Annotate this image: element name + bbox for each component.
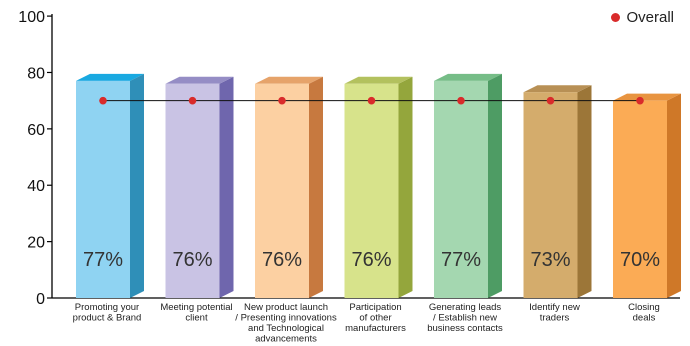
bar-group: 76% [344, 76, 413, 298]
bar-group: 77% [434, 73, 502, 298]
category-label: Participation of other manufacturers [345, 302, 406, 334]
bar [523, 92, 578, 298]
bar [76, 80, 130, 298]
bar-value-label: 76% [262, 249, 302, 271]
bar-top [613, 93, 681, 101]
axes: 0 20 40 60 80 100 [18, 9, 680, 308]
overall-point [546, 96, 555, 105]
bar [613, 100, 667, 299]
overall-point [99, 96, 107, 105]
bar-top [255, 76, 323, 84]
overall-point [367, 96, 376, 105]
bar-top [165, 76, 234, 84]
y-tick-label: 60 [27, 122, 45, 139]
bar-group: 76% [255, 76, 323, 298]
bar-side [398, 76, 413, 298]
category-label: Generating leads / Establish new business … [427, 302, 503, 334]
bar [255, 83, 309, 298]
category-label: Closing deals [628, 302, 660, 324]
bar-value-label: 77% [441, 249, 481, 271]
bar-value-label: 76% [351, 249, 391, 271]
y-tick-label: 0 [36, 291, 45, 308]
legend: Overall [611, 9, 674, 26]
bar-top [523, 85, 592, 93]
bar [165, 83, 220, 298]
bar-side [667, 93, 681, 299]
bar-value-label: 76% [172, 249, 212, 271]
bar-group: 77% [76, 73, 144, 298]
bar-value-label: 73% [530, 249, 570, 271]
y-tick-label: 40 [27, 178, 45, 195]
overall-point [636, 96, 644, 105]
bar-side [488, 73, 502, 298]
bar-top [434, 73, 502, 81]
y-tick-label: 100 [18, 9, 45, 26]
category-label: New product launch / Presenting innovatio… [235, 302, 337, 345]
bars: 77% 76% 76% 76% 77% 73% 70% [76, 73, 681, 299]
bar-top [344, 76, 413, 84]
overall-series [99, 96, 644, 105]
bar-side [219, 76, 234, 298]
overall-point [278, 96, 286, 105]
overall-point [188, 96, 197, 105]
category-label: Identify new traders [529, 302, 580, 324]
bar-side [130, 73, 144, 298]
bar-value-label: 77% [83, 249, 123, 271]
bar [344, 83, 399, 298]
bar-top [76, 73, 144, 81]
category-labels: Promoting your product & Brand Meeting pot… [73, 302, 660, 345]
bar-value-label: 70% [620, 249, 660, 271]
bar-side [577, 85, 592, 298]
legend-marker [611, 13, 621, 22]
overall-point [457, 96, 465, 105]
legend-label: Overall [626, 9, 674, 26]
bar [434, 80, 488, 298]
bar-group: 70% [613, 93, 681, 299]
bar-group: 73% [523, 85, 592, 298]
y-tick-label: 20 [27, 235, 45, 252]
y-tick-label: 80 [27, 65, 45, 82]
category-label: Meeting potential client [160, 302, 232, 324]
bar-group: 76% [165, 76, 234, 298]
bar-side [309, 76, 323, 298]
category-label: Promoting your product & Brand [73, 302, 142, 324]
